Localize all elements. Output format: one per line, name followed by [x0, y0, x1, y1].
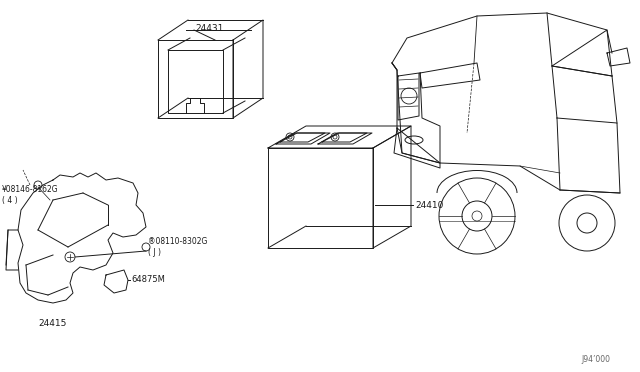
Text: J94’000: J94’000 — [581, 356, 610, 365]
Text: 24415: 24415 — [39, 318, 67, 327]
Text: 64875M: 64875M — [131, 276, 165, 285]
Text: ¥08146-8162G
( 4 ): ¥08146-8162G ( 4 ) — [2, 185, 59, 205]
Text: ®08110-8302G
( J ): ®08110-8302G ( J ) — [148, 237, 207, 257]
Text: 24431: 24431 — [195, 23, 223, 32]
Text: 24410: 24410 — [415, 201, 444, 209]
